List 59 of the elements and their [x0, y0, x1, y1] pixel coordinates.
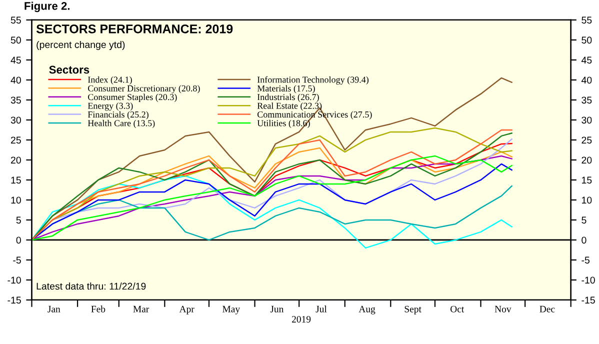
- x-tick-label: Nov: [494, 306, 512, 312]
- chart-title: SECTORS PERFORMANCE: 2019: [36, 24, 233, 34]
- y-tick-label: -15: [8, 296, 21, 304]
- y2-tick-label: 15: [582, 176, 592, 184]
- legend-label: Information Technology (39.4): [257, 76, 368, 85]
- caption: Figure 2.: [24, 2, 70, 12]
- y2-tick-label: -15: [582, 296, 595, 304]
- y2-tick-label: 50: [582, 36, 592, 44]
- x-tick-label: Sept: [404, 306, 422, 314]
- y2-tick-label: 5: [582, 216, 586, 224]
- y-tick-label: 40: [10, 76, 21, 84]
- y2-tick-label: 35: [582, 96, 592, 104]
- x-tick-label: Oct: [450, 306, 464, 312]
- annotation: Latest data thru: 11/22/19: [36, 282, 146, 290]
- x-tick-label: Dec: [540, 306, 555, 312]
- x-tick-label: Jul: [316, 306, 327, 312]
- legend-label: Materials (17.5): [257, 85, 315, 94]
- y-tick-label: 45: [10, 56, 21, 64]
- x-tick-label: Feb: [91, 306, 106, 312]
- y-tick-label: 50: [10, 36, 21, 44]
- legend-label: Health Care (13.5): [88, 120, 155, 128]
- y2-tick-label: 40: [581, 76, 592, 84]
- x-tick-label: Aug: [358, 306, 376, 314]
- y2-tick-label: -5: [582, 256, 590, 264]
- y2-tick-label: 30: [582, 116, 592, 124]
- y-tick-label: 10: [11, 196, 21, 204]
- y2-tick-label: 0: [582, 236, 586, 244]
- x-tick-label: Jun: [270, 306, 284, 312]
- y-tick-label: 5: [16, 216, 21, 224]
- text: (percent change ytd): [36, 40, 125, 50]
- y-tick-label: 35: [10, 96, 21, 104]
- x-tick-label: Jan: [48, 306, 60, 312]
- y2-tick-label: 20: [582, 156, 592, 164]
- y2-tick-label: 10: [582, 196, 592, 204]
- legend-title: Sectors: [49, 66, 90, 74]
- y-tick-label: -10: [8, 276, 21, 284]
- x-tick-label: Mar: [133, 306, 150, 312]
- x-axis-title: 2019: [292, 316, 311, 323]
- y2-tick-label: 55: [582, 16, 592, 24]
- y-tick-label: 25: [11, 136, 21, 144]
- y-tick-label: 55: [10, 16, 21, 24]
- legend-label: Financials (25.2): [88, 111, 148, 120]
- line-series: [32, 175, 512, 249]
- legend-label: Energy (3.3): [88, 102, 133, 111]
- legend-label: Consumer Staples (20.3): [88, 94, 177, 102]
- y-tick-label: 20: [11, 156, 21, 164]
- y-tick-label: 30: [10, 116, 21, 124]
- legend-label: Index (24.1): [88, 76, 132, 85]
- y2-tick-label: 25: [582, 136, 592, 144]
- y-tick-label: 0: [16, 236, 21, 244]
- x-tick-label: Apr: [179, 306, 194, 314]
- x-tick-label: May: [222, 306, 240, 314]
- legend-label: Industrials (26.7): [257, 94, 319, 102]
- y2-tick-label: -10: [582, 276, 595, 284]
- legend-label: Consumer Discretionary (20.8): [88, 85, 200, 94]
- y-tick-label: -5: [13, 256, 21, 264]
- legend-label: Real Estate (22.3): [257, 102, 322, 111]
- y2-tick-label: 45: [581, 56, 592, 64]
- y-tick-label: 15: [11, 176, 21, 184]
